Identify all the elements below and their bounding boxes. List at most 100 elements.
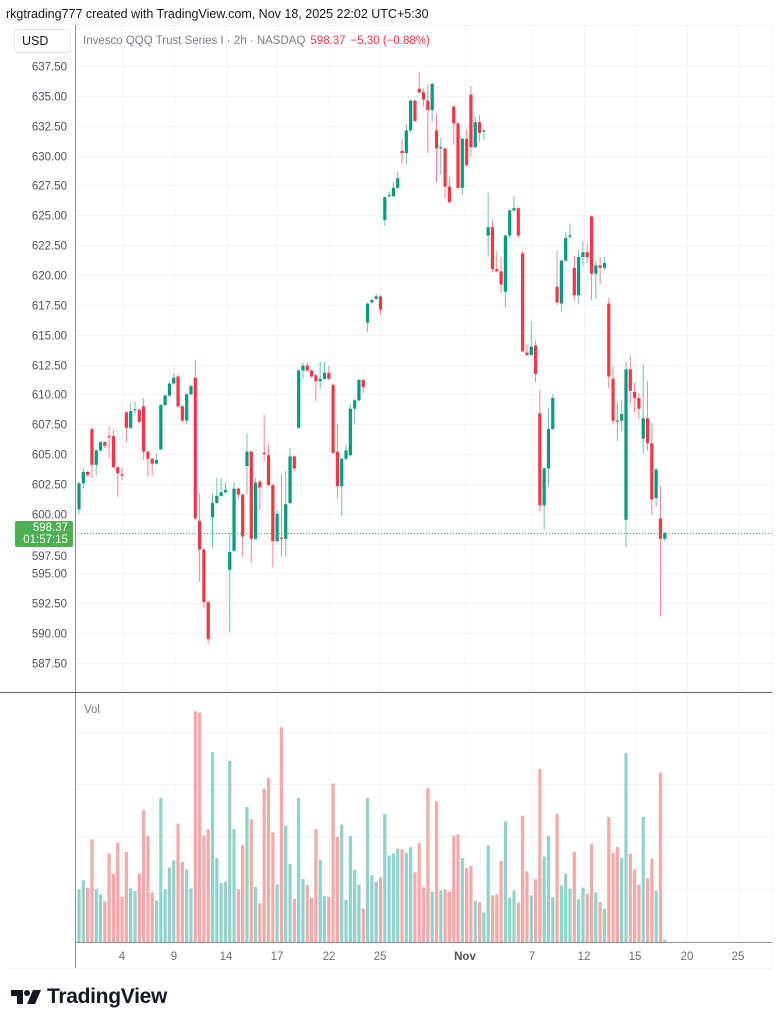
volume-bar	[348, 836, 352, 942]
candle-body	[572, 267, 576, 296]
candle-body	[546, 428, 551, 469]
volume-bar	[585, 893, 589, 942]
volume-bar	[180, 861, 184, 942]
volume-bar	[443, 889, 447, 942]
candle-body	[327, 372, 331, 379]
legend-change: −5.30 (−0.88%)	[350, 35, 430, 47]
volume-bar	[421, 887, 426, 942]
candle	[650, 423, 654, 515]
candle	[387, 191, 391, 198]
candle	[658, 486, 663, 617]
volume-bar	[542, 856, 546, 942]
candle	[90, 427, 94, 478]
volume-bar	[284, 825, 288, 942]
candle-body	[525, 352, 529, 355]
candle-body	[495, 268, 499, 272]
volume-bar	[163, 889, 167, 942]
candle-body	[163, 395, 167, 406]
volume-bar	[473, 900, 477, 942]
candle-body	[370, 300, 374, 303]
volume-bar	[572, 851, 576, 942]
candle	[447, 177, 451, 204]
price-tick-label: 630.00	[32, 152, 67, 164]
volume-bar	[658, 772, 663, 942]
candle-body	[628, 369, 632, 391]
volume-bar	[279, 727, 284, 942]
volume-bar	[111, 873, 116, 942]
volume-bar	[98, 894, 103, 942]
candle-body	[417, 88, 421, 93]
volume-bar	[396, 848, 400, 942]
candle-body	[98, 442, 103, 451]
volume-bar	[426, 788, 430, 942]
time-tick-label: 17	[271, 951, 284, 963]
last-price-value: 598.37	[32, 521, 68, 534]
volume-bar	[577, 899, 581, 942]
volume-bar	[314, 829, 318, 942]
volume-bar	[322, 896, 327, 942]
currency-button[interactable]: USD	[14, 29, 71, 53]
volume-label[interactable]: Vol	[84, 704, 100, 716]
candle	[271, 483, 275, 568]
volume-bar	[490, 895, 495, 942]
candle-body	[159, 405, 163, 450]
tradingview-logo-icon	[11, 990, 41, 1004]
candle	[236, 487, 240, 500]
time-tick-label: 22	[323, 951, 336, 963]
candle	[460, 137, 464, 195]
volume-bar	[159, 798, 163, 942]
volume-bar	[499, 861, 503, 942]
candle	[94, 449, 98, 476]
volume-bar	[193, 711, 197, 942]
price-axis[interactable]: 637.50 635.00 632.50 630.00 627.50 625.00 622.…	[32, 62, 67, 671]
candle	[409, 99, 413, 132]
time-axis[interactable]: 4 9 14 17 22 25 Nov 7 12 15 20 25	[119, 951, 745, 963]
volume-bar	[103, 901, 107, 942]
candle	[215, 477, 219, 505]
symbol-legend[interactable]: Invesco QQQ Trust Series I · 2h · NASDAQ…	[83, 35, 430, 47]
volume-bar	[486, 845, 490, 942]
candle-body	[331, 384, 335, 453]
candle	[297, 369, 301, 429]
candle	[374, 294, 378, 301]
candle-body	[645, 418, 650, 444]
candle	[107, 426, 111, 459]
candle-body	[86, 471, 90, 475]
volume-bar	[262, 788, 266, 942]
candle	[598, 257, 602, 285]
candle-body	[232, 488, 236, 551]
volume-bar	[456, 834, 460, 942]
candle	[327, 365, 331, 381]
volume-bar	[387, 855, 391, 942]
candle-body	[555, 286, 559, 303]
last-price-tag: 598.37 01:57:15	[15, 521, 73, 547]
volume-bar	[525, 871, 529, 942]
volume-bar	[206, 829, 210, 942]
candle-body	[620, 414, 624, 421]
volume-bar	[589, 843, 594, 942]
price-tick-label: 635.00	[32, 92, 67, 104]
volume-bar	[641, 816, 645, 942]
volume-bar	[460, 858, 464, 942]
candle-body	[133, 409, 137, 411]
candle-body	[353, 400, 357, 409]
candle-body	[447, 186, 451, 203]
volume-bar	[172, 860, 176, 943]
candlesticks	[77, 71, 667, 644]
candle-body	[477, 122, 482, 133]
price-tick-label: 637.50	[32, 62, 67, 74]
candle	[391, 183, 396, 198]
candle-body	[198, 520, 202, 550]
tradingview-logo[interactable]: TradingView	[11, 985, 167, 1009]
volume-bar	[430, 891, 434, 942]
candle-body	[94, 450, 98, 465]
volume-bar	[198, 712, 202, 942]
candle-body	[241, 494, 245, 537]
candle	[473, 116, 477, 149]
candle	[340, 457, 344, 517]
volume-bar	[654, 890, 658, 942]
candle	[150, 457, 154, 476]
volume-bar	[90, 839, 94, 942]
candle	[176, 375, 180, 408]
